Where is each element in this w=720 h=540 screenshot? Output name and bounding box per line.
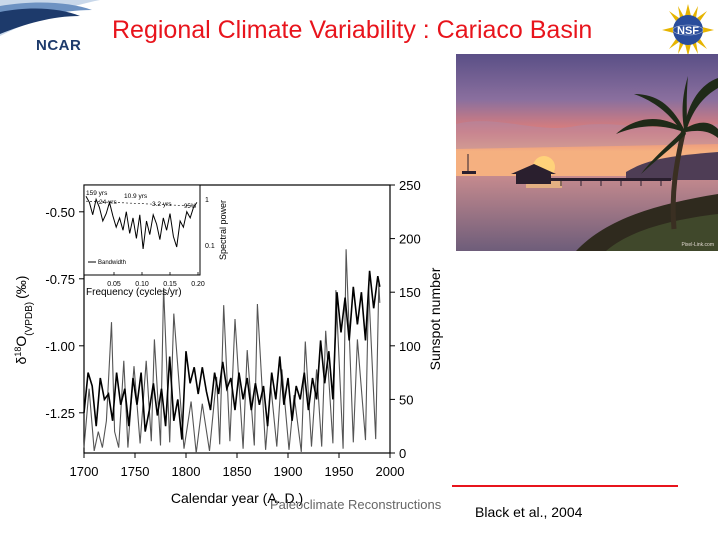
inset-ytick-0-1: 0.1: [205, 243, 215, 250]
footer-faded-text: Paleoclimate Reconstructions: [270, 497, 442, 512]
left-tick-label: -0.75: [45, 272, 75, 287]
palm-fronds: [616, 76, 718, 174]
nsf-logo: NSF: [662, 4, 714, 56]
left-axis-o: O: [13, 336, 29, 347]
left-axis-unit: (‰): [13, 276, 29, 299]
confidence-line: [85, 200, 197, 207]
left-tick-label: -0.50: [45, 205, 75, 220]
right-tick-label: 250: [399, 178, 421, 193]
right-axis-title: Sunspot number: [427, 267, 443, 370]
nsf-label: NSF: [677, 25, 699, 37]
x-tick-label: 1700: [70, 464, 99, 479]
right-tick-label: 0: [399, 446, 406, 461]
ncar-label: NCAR: [36, 37, 82, 54]
nsf-disc: [673, 15, 703, 45]
d18o-series-line: [83, 270, 381, 440]
left-axis-delta: δ: [13, 356, 29, 364]
nsf-sunburst-icon: [662, 4, 714, 56]
inset-ylabel: Spectral power: [218, 200, 228, 260]
inset-annot-159: 159 yrs: [86, 190, 108, 197]
photo-credit: Pixel-Link.com: [681, 242, 714, 248]
citation: Black et al., 2004: [475, 504, 583, 520]
inset-annot-3-2: 3.2 yrs: [152, 201, 172, 208]
inset-x-tick-label: 0.10: [135, 281, 149, 288]
inset-legend: Bandwidth: [98, 260, 126, 266]
x-tick-label: 1900: [274, 464, 303, 479]
right-tick-label: 200: [399, 232, 421, 247]
right-tick-label: 50: [399, 392, 413, 407]
x-tick-label: 1950: [325, 464, 354, 479]
slide-title: Regional Climate Variability : Cariaco B…: [112, 16, 593, 44]
left-tick-label: -1.25: [45, 406, 75, 421]
x-tick-label: 1800: [172, 464, 201, 479]
inset-annot-24: 24 yrs: [99, 199, 117, 206]
x-tick-label: 1750: [121, 464, 150, 479]
inset-annot-95: 95%: [184, 204, 197, 210]
mountain: [626, 152, 718, 180]
x-axis-title: Calendar year (A. D.): [171, 490, 303, 506]
spectrum-line: [85, 195, 198, 249]
inset-xlabel: Frequency (cycles/yr): [86, 287, 182, 298]
inset-x-tick-label: 0.05: [107, 281, 121, 288]
right-tick-label: 100: [399, 339, 421, 354]
inset-annot-10-9: 10.9 yrs: [124, 193, 148, 200]
pier: [551, 178, 671, 181]
sunset-photo: Pixel-Link.com: [456, 54, 718, 251]
inset-ytick-1: 1: [205, 197, 209, 204]
left-axis-sup: 18: [13, 347, 23, 357]
spectrum-inset: 159 yrs 24 yrs 10.9 yrs 3.2 yrs 95% Band…: [83, 184, 228, 298]
footer-divider: [452, 485, 678, 487]
inset-x-tick-label: 0.20: [191, 281, 205, 288]
left-axis-sub: (VPDB): [24, 302, 35, 336]
cariaco-chart: 1700 1750 1800 1850 1900 1950 2000 -0.50-0.75-…: [13, 178, 443, 506]
x-tick-label: 2000: [376, 464, 405, 479]
inset-x-tick-label: 0.15: [163, 281, 177, 288]
left-tick-label: -1.00: [45, 339, 75, 354]
ncar-swoosh-dark: [0, 8, 80, 34]
palm-trunk: [670, 128, 687, 230]
hut-roof: [511, 164, 556, 174]
ncar-logo: [0, 0, 100, 36]
x-tick-label: 1850: [223, 464, 252, 479]
right-tick-label: 150: [399, 285, 421, 300]
left-axis-title: δ18O(VPDB) (‰): [13, 276, 35, 365]
